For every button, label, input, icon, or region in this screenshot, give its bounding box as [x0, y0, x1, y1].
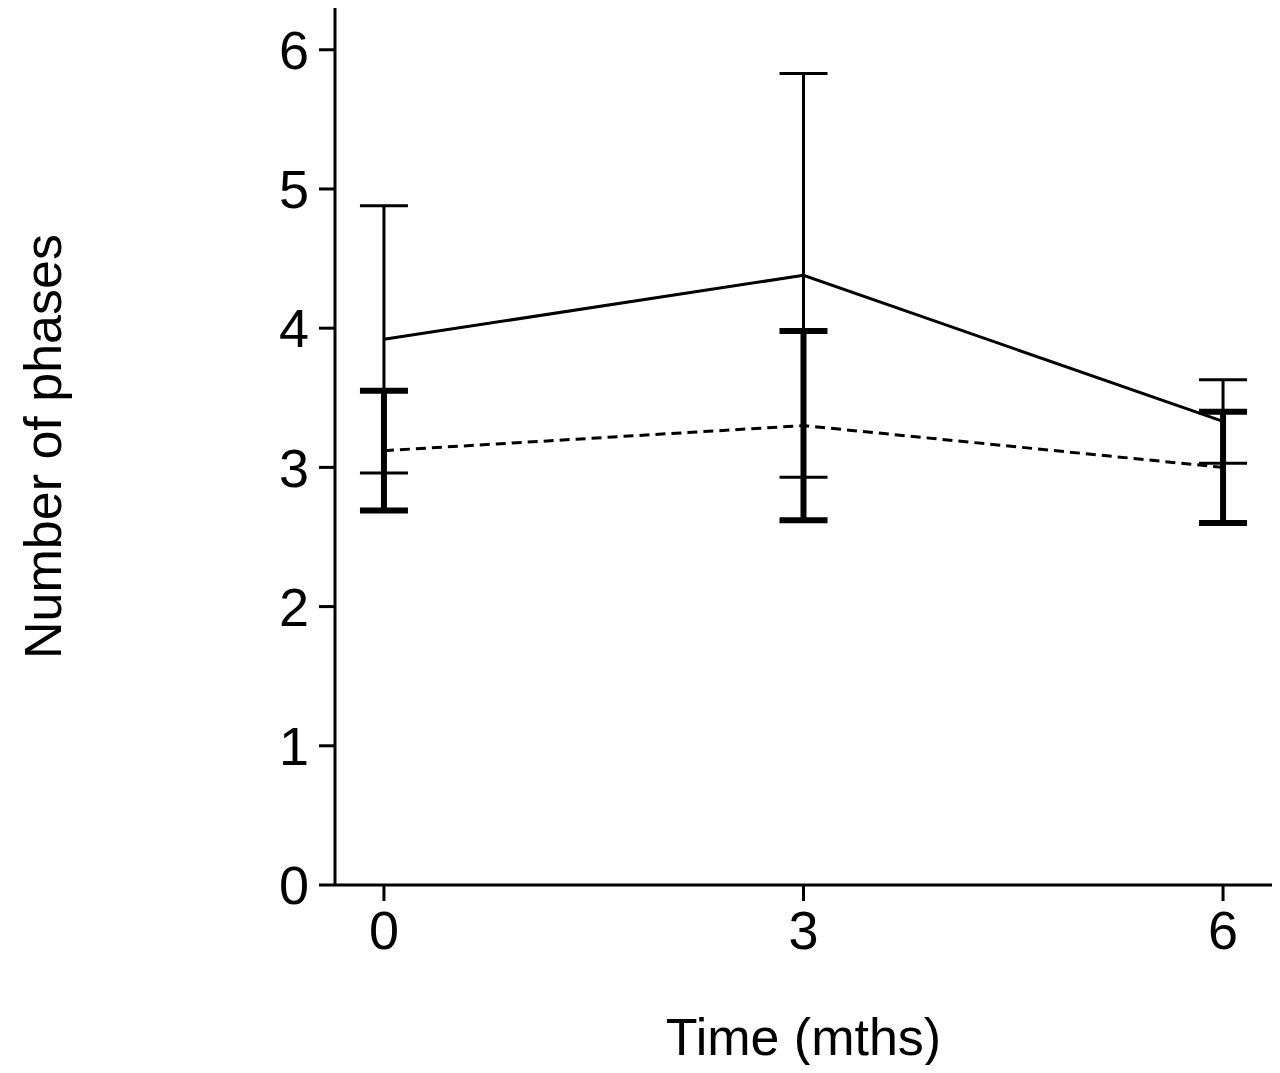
svg-text:6: 6	[279, 20, 309, 80]
svg-text:Number of phases: Number of phases	[14, 234, 72, 659]
svg-text:2: 2	[279, 577, 309, 637]
svg-text:5: 5	[279, 159, 309, 219]
svg-text:0: 0	[279, 855, 309, 915]
svg-text:1: 1	[279, 716, 309, 776]
svg-text:3: 3	[279, 438, 309, 498]
svg-text:Time (mths): Time (mths)	[666, 1008, 941, 1065]
svg-text:3: 3	[788, 900, 818, 960]
svg-text:0: 0	[369, 900, 399, 960]
svg-text:6: 6	[1208, 900, 1238, 960]
svg-text:4: 4	[279, 298, 309, 358]
